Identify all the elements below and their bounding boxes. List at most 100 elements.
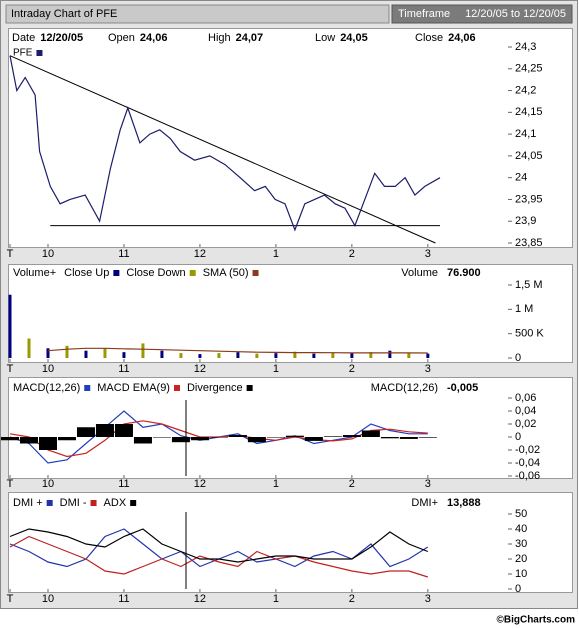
- legend-swatch: [46, 500, 53, 506]
- legend-label: Close Up: [64, 267, 109, 279]
- readout-label: Volume: [401, 267, 438, 279]
- legend-label: ADX: [104, 497, 127, 509]
- legend-swatch: [113, 270, 120, 276]
- bar: [247, 437, 266, 443]
- x-tick-label: T: [7, 593, 14, 605]
- bar: [399, 437, 418, 439]
- x-tick-label: 3: [425, 248, 431, 260]
- y-tick-label: 23,9: [515, 215, 536, 227]
- bar: [27, 338, 31, 358]
- x-tick-label: 12: [194, 363, 206, 375]
- bar: [407, 353, 411, 358]
- bar: [133, 437, 152, 444]
- legend-swatch: [90, 500, 97, 506]
- info-value: 12/20/05: [40, 32, 83, 44]
- x-tick-label: T: [7, 363, 14, 375]
- legend-label: Close Down: [126, 267, 185, 279]
- y-tick-label: 23,85: [515, 237, 543, 249]
- bar: [57, 437, 76, 441]
- bar: [312, 353, 316, 358]
- bar: [217, 353, 221, 358]
- bar: [361, 430, 380, 437]
- bar: [369, 352, 373, 358]
- y-tick-label: 500 K: [515, 328, 544, 340]
- info-label: Close: [415, 32, 443, 44]
- info-value: 24,07: [236, 32, 264, 44]
- y-tick-label: -0,04: [515, 457, 540, 469]
- y-tick-label: -0,06: [515, 470, 540, 482]
- x-tick-label: 12: [194, 478, 206, 490]
- bar: [38, 437, 57, 450]
- legend-swatch: [84, 385, 91, 391]
- y-tick-label: 24,05: [515, 150, 543, 162]
- bar: [76, 427, 95, 437]
- legend-label: DMI -: [60, 497, 87, 509]
- x-tick-label: T: [7, 248, 14, 260]
- y-tick-label: 0,06: [515, 392, 536, 404]
- x-tick-label: 10: [42, 363, 54, 375]
- info-value: 24,05: [340, 32, 368, 44]
- y-tick-label: 23,95: [515, 193, 543, 205]
- bar: [160, 350, 164, 358]
- info-value: 24,06: [140, 32, 168, 44]
- timeframe: 12/20/05 to 12/20/05: [465, 8, 566, 20]
- bar: [122, 352, 126, 358]
- bar: [342, 435, 361, 437]
- x-tick-label: 10: [42, 248, 54, 260]
- legend-label: MACD EMA(9): [97, 382, 170, 394]
- x-tick-label: 1: [273, 363, 279, 375]
- info-label: Low: [315, 32, 335, 44]
- timeframe-bar: [391, 4, 573, 24]
- y-tick-label: 10: [515, 568, 527, 580]
- x-tick-label: 2: [349, 593, 355, 605]
- bar: [236, 352, 240, 358]
- x-tick-label: 3: [425, 478, 431, 490]
- y-tick-label: 24,1: [515, 128, 536, 140]
- legend-label: Divergence: [187, 382, 243, 394]
- legend-label: MACD(12,26): [13, 382, 80, 394]
- y-tick-label: 30: [515, 538, 527, 550]
- y-tick-label: 0: [515, 431, 521, 443]
- legend-swatch: [173, 385, 180, 391]
- legend-swatch: [252, 270, 259, 276]
- bar: [285, 435, 304, 437]
- legend-title: Volume+: [13, 267, 56, 279]
- x-tick-label: 3: [425, 593, 431, 605]
- panel: [8, 28, 573, 248]
- bar: [255, 353, 259, 358]
- y-tick-label: 20: [515, 553, 527, 565]
- panel: [8, 264, 573, 363]
- bar: [141, 343, 145, 358]
- bar: [103, 348, 107, 358]
- readout-label: MACD(12,26): [371, 382, 438, 394]
- bar: [274, 353, 278, 358]
- bar: [84, 350, 88, 358]
- x-tick-label: 2: [349, 248, 355, 260]
- bar: [46, 348, 50, 358]
- readout-label: DMI+: [411, 497, 438, 509]
- bar: [179, 353, 183, 358]
- x-tick-label: 11: [118, 363, 129, 375]
- bar: [198, 354, 202, 358]
- legend-swatch: [36, 50, 43, 56]
- y-tick-label: 24,15: [515, 106, 543, 118]
- y-tick-label: -0,02: [515, 444, 540, 456]
- bar: [304, 437, 323, 441]
- bar: [266, 437, 285, 438]
- bar: [323, 436, 342, 437]
- x-tick-label: 3: [425, 363, 431, 375]
- y-tick-label: 24,25: [515, 63, 543, 75]
- series-line: [47, 347, 428, 354]
- x-tick-label: 1: [273, 593, 279, 605]
- y-tick-label: 1,5 M: [515, 279, 543, 291]
- x-tick-label: 2: [349, 363, 355, 375]
- title-bar: [5, 4, 390, 24]
- bar: [65, 345, 69, 358]
- y-tick-label: 0,04: [515, 405, 536, 417]
- info-label: Open: [108, 32, 135, 44]
- bar: [152, 437, 171, 438]
- info-label: High: [208, 32, 231, 44]
- readout-value: -0,005: [447, 382, 478, 394]
- x-tick-label: 11: [118, 248, 129, 260]
